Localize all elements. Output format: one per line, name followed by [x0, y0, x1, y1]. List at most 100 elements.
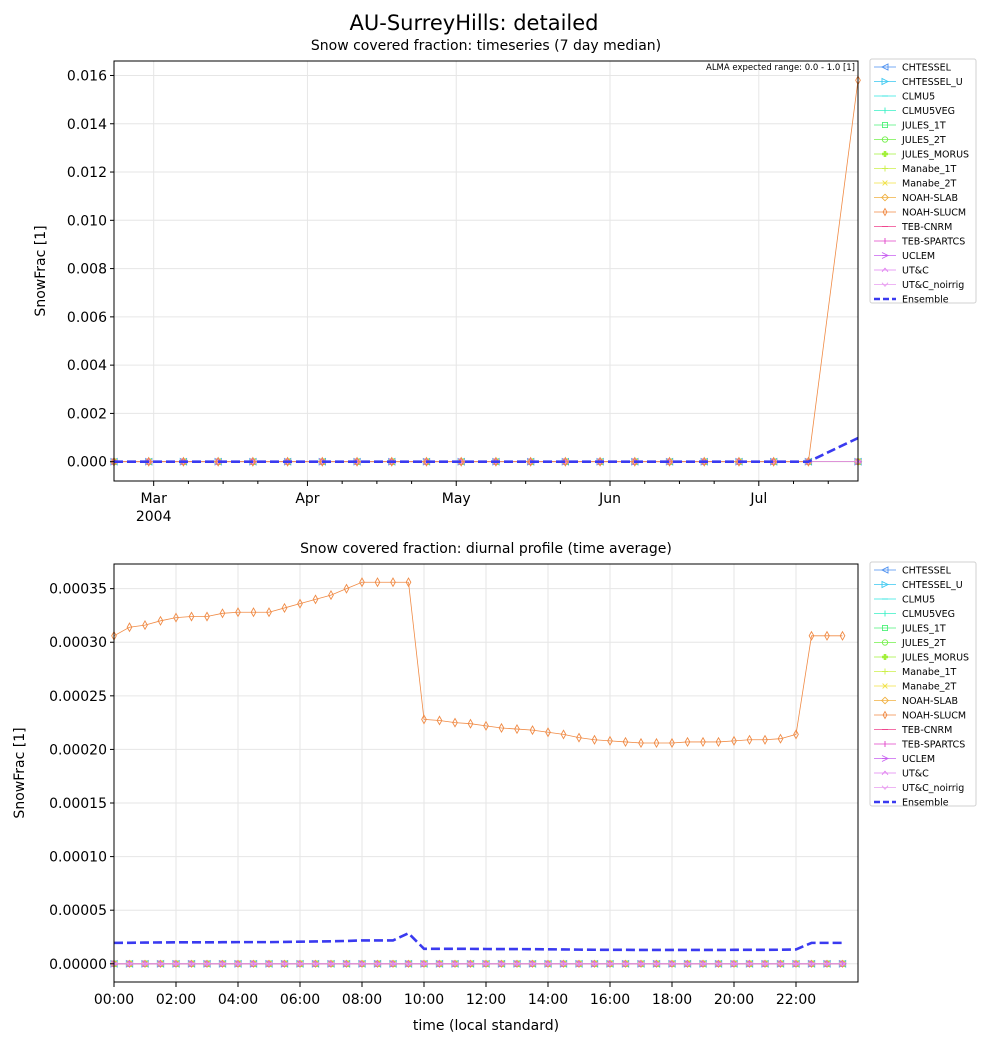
- point-UT&C_noirrig-47: [838, 961, 847, 967]
- point-UT&C-45: [807, 961, 816, 966]
- point-NOAH-SLUCM-12: [297, 598, 303, 609]
- diurnal-ylabel: SnowFrac [1]: [12, 727, 28, 818]
- legend-swatch-4: [874, 121, 896, 128]
- y-tick-label-6: 0.00030: [49, 635, 107, 651]
- point-UT&C-27: [528, 961, 537, 966]
- point-NOAH-SLUCM-44: [793, 729, 799, 740]
- diurnal-xlabel: time (local standard): [413, 1018, 559, 1034]
- legend-marker-0: [880, 566, 889, 574]
- point-NOAH-SLUCM-2: [180, 456, 187, 467]
- point-NOAH-SLUCM-17: [374, 577, 381, 588]
- legend-label-7: Manabe_1T: [902, 164, 957, 175]
- timeseries-ylabel: SnowFrac [1]: [33, 225, 49, 316]
- series-line-Ensemble: [114, 436, 859, 463]
- x-tick-label-2: May: [442, 491, 471, 507]
- point-UT&C_noirrig-25: [497, 961, 506, 967]
- legend-swatch-13: [874, 755, 896, 762]
- x-tick-label-7: 14:00: [528, 992, 568, 1008]
- point-NOAH-SLUCM-4: [173, 612, 179, 623]
- x-tick-label-10: 20:00: [714, 992, 754, 1008]
- point-NOAH-SLUCM-47: [839, 630, 846, 641]
- legend-label-2: CLMU5: [902, 595, 935, 606]
- point-NOAH-SLUCM-16: [666, 456, 673, 467]
- point-NOAH-SLUCM-43: [777, 733, 784, 744]
- x-tick-label-9: 18:00: [652, 992, 692, 1008]
- point-UT&C-12: [296, 961, 304, 966]
- legend-marker-8: [882, 683, 888, 689]
- point-UT&C-13: [311, 961, 320, 966]
- series-NOAH-SLUCM: [111, 577, 846, 749]
- x-tick-label-3: 06:00: [280, 992, 320, 1008]
- legend-label-1: CHTESSEL_U: [902, 580, 963, 591]
- point-UT&C-4: [172, 961, 180, 966]
- point-UT&C_noirrig-18: [389, 961, 397, 967]
- point-NOAH-SLUCM-5: [284, 456, 291, 467]
- legend-marker-14: [881, 770, 889, 776]
- legend-marker-6: [882, 151, 888, 157]
- legend-swatch-10: [874, 207, 896, 217]
- legend-label-6: JULES_MORUS: [901, 653, 969, 664]
- point-UT&C_noirrig-36: [668, 961, 676, 967]
- timeseries-plot-frame: [113, 60, 859, 482]
- point-NOAH-SLUCM-3: [157, 615, 164, 626]
- y-tick-label-2: 0.004: [67, 358, 107, 374]
- figure-title: AU-SurreyHills: detailed: [350, 11, 599, 35]
- diurnal-panel: Snow covered fraction: diurnal profile (…: [12, 541, 977, 1034]
- series-Ensemble: [113, 931, 843, 952]
- legend-label-9: NOAH-SLAB: [902, 696, 958, 707]
- legend-swatch-6: [874, 151, 896, 157]
- point-NOAH-SLUCM-11: [493, 456, 499, 467]
- x-tick-label-1: 02:00: [156, 992, 196, 1008]
- point-UT&C-42: [761, 961, 769, 966]
- legend-label-14: UT&C: [902, 769, 929, 780]
- point-UT&C_noirrig-45: [807, 961, 816, 967]
- y-tick-label-0: 0.00000: [49, 957, 107, 973]
- point-NOAH-SLUCM-4: [250, 456, 256, 467]
- point-NOAH-SLUCM-30: [576, 732, 582, 743]
- legend-swatch-9: [874, 193, 896, 202]
- legend-swatch-14: [874, 770, 896, 776]
- series-line-Ensemble: [113, 931, 843, 952]
- point-UT&C_noirrig-13: [311, 961, 320, 967]
- legend-marker-4: [882, 625, 889, 632]
- timeseries-panel: Snow covered fraction: timeseries (7 day…: [33, 38, 977, 525]
- point-UT&C-5: [187, 961, 196, 966]
- point-UT&C_noirrig-27: [528, 961, 537, 967]
- point-UT&C_noirrig-33: [621, 961, 630, 967]
- point-UT&C_noirrig-35: [652, 961, 661, 967]
- diurnal-legend: CHTESSEL CHTESSEL_U CLMU5 CLMU5VEG JULES_1T J…: [869, 561, 977, 809]
- timeseries-range-annotation: ALMA expected range: 0.0 - 1.0 [1]: [706, 63, 855, 73]
- point-NOAH-SLUCM-3: [215, 456, 222, 467]
- legend-swatch-10: [874, 710, 896, 720]
- point-UT&C_noirrig-10: [265, 961, 273, 967]
- legend-label-9: NOAH-SLAB: [902, 193, 958, 204]
- point-UT&C-2: [141, 961, 149, 966]
- legend-label-15: UT&C_noirrig: [902, 783, 964, 794]
- x-tick-label-2: 04:00: [218, 992, 258, 1008]
- point-NOAH-SLUCM-46: [824, 630, 830, 641]
- point-NOAH-SLUCM-35: [653, 737, 660, 749]
- legend-marker-8: [882, 180, 888, 186]
- point-NOAH-SLUCM-17: [701, 456, 708, 467]
- series-UT&C_noirrig: [110, 961, 847, 967]
- point-NOAH-SLUCM-34: [638, 737, 644, 749]
- point-UT&C-36: [668, 961, 676, 966]
- legend-swatch-3: [874, 610, 896, 617]
- point-UT&C_noirrig-3: [156, 961, 165, 967]
- point-UT&C-14: [327, 961, 335, 966]
- point-NOAH-SLUCM-7: [354, 456, 360, 467]
- x-tick-sublabel-0: 2004: [136, 509, 172, 525]
- point-NOAH-SLUCM-8: [388, 456, 395, 467]
- point-UT&C_noirrig-39: [714, 961, 723, 967]
- point-UT&C_noirrig-11: [280, 961, 289, 967]
- point-UT&C-32: [606, 961, 614, 966]
- point-NOAH-SLUCM-29: [560, 729, 567, 740]
- legend-swatch-0: [874, 566, 896, 574]
- point-NOAH-SLUCM-9: [423, 456, 430, 467]
- point-UT&C-23: [466, 961, 475, 966]
- point-UT&C-24: [482, 961, 490, 966]
- point-UT&C-28: [544, 961, 552, 966]
- legend-marker-15: [881, 785, 889, 791]
- legend-label-11: TEB-CNRM: [901, 222, 952, 233]
